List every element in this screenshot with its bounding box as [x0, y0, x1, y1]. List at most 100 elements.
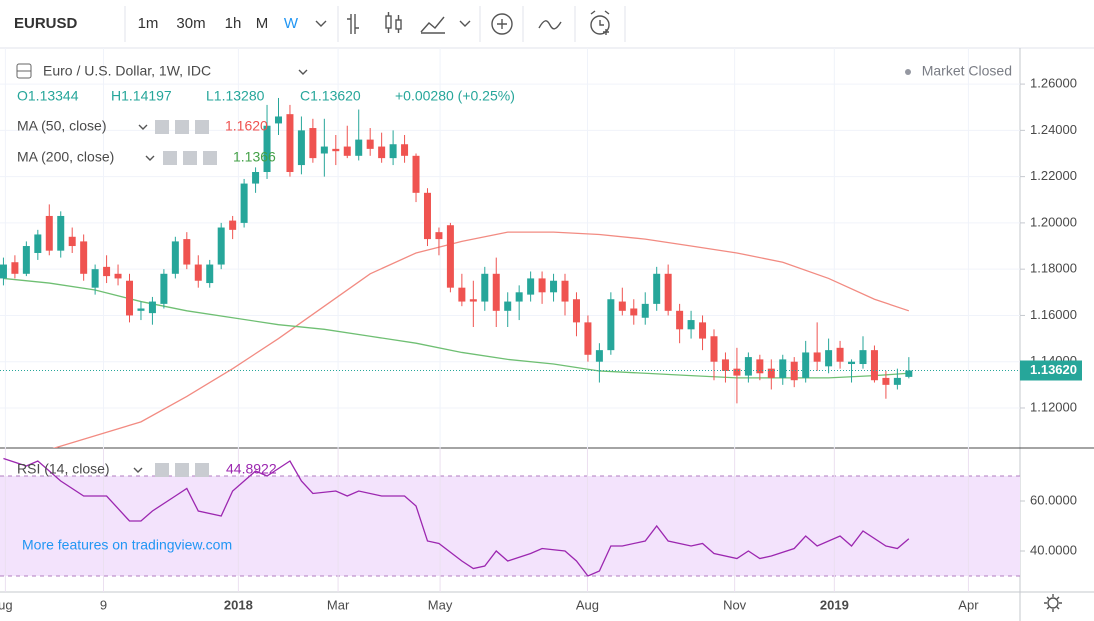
candle-body [320, 146, 328, 154]
candle-body [45, 215, 53, 251]
settings-icon[interactable] [183, 151, 197, 165]
indicator-name[interactable]: RSI (14, close) [17, 461, 110, 477]
change-value: +0.00280 (+0.25%) [395, 88, 515, 104]
indicator-value: 1.1366 [233, 149, 276, 165]
indicator-value: 44.8922 [226, 461, 277, 477]
open-value: O1.13344 [17, 88, 79, 104]
y-tick-label: 1.18000 [1030, 261, 1077, 276]
candle-body [252, 172, 260, 184]
candle-body [779, 359, 787, 378]
candle-body [733, 368, 741, 376]
alert-icon[interactable] [590, 10, 610, 35]
candle-body [194, 264, 202, 281]
interval-button[interactable]: 30m [176, 15, 205, 32]
low-value: L1.13280 [206, 88, 265, 104]
candle-body [435, 232, 443, 240]
settings-gear[interactable] [1044, 594, 1062, 612]
legend: Euro / U.S. Dollar, 1W, IDC Market Close… [16, 63, 1012, 553]
candle-body [710, 336, 718, 362]
candle-body [137, 308, 145, 311]
candle-body [630, 308, 638, 316]
candle-body [802, 352, 810, 378]
candle-body [721, 359, 729, 371]
candle-body [813, 352, 821, 362]
watermark[interactable]: More features on tradingview.com [22, 537, 232, 553]
candle-body [744, 357, 752, 376]
dropdown-icon[interactable] [133, 467, 143, 473]
y-tick-label: 1.24000 [1030, 122, 1077, 137]
indicator-name[interactable]: MA (200, close) [17, 149, 114, 165]
candle-body [22, 246, 30, 274]
candle-body [229, 220, 237, 230]
x-tick-label: ug [0, 597, 13, 612]
toolbar: EURUSD 1m 30m 1h M W [0, 6, 1094, 49]
candle-body [80, 241, 88, 274]
plot-layer: ug92018MarMayAugNov2019Apr1.120001.14000… [0, 48, 1082, 612]
candle-body [366, 139, 374, 149]
last-price-label: 1.13620 [1030, 362, 1077, 377]
dropdown-icon[interactable] [459, 20, 471, 27]
moving-average-line [3, 277, 909, 379]
candle-body [699, 322, 707, 339]
remove-icon[interactable] [195, 120, 209, 134]
candle-style-icon[interactable] [385, 12, 402, 33]
candle-body [882, 377, 890, 385]
candle-body [859, 350, 867, 365]
candle-body [481, 273, 489, 302]
candle-body [607, 299, 615, 351]
candle-body [68, 236, 76, 247]
candle-body [653, 273, 661, 304]
candle-body [412, 155, 420, 193]
interval-button[interactable]: 1m [138, 15, 159, 32]
x-tick-label: May [428, 597, 453, 612]
market-status: Market Closed [922, 63, 1012, 79]
y-tick-label: 40.0000 [1030, 542, 1077, 557]
compare-icon[interactable] [491, 13, 513, 35]
symbol[interactable]: EURUSD [14, 15, 78, 32]
candle-body [263, 125, 271, 173]
x-tick-label: Apr [958, 597, 979, 612]
candle-body [492, 273, 500, 311]
candle-body [91, 269, 99, 288]
bar-style-icon[interactable] [347, 14, 359, 34]
candle-body [458, 287, 466, 302]
dropdown-icon[interactable] [145, 155, 155, 161]
visibility-icon[interactable] [163, 151, 177, 165]
indicators-icon[interactable] [538, 20, 562, 30]
candle-body [0, 264, 7, 279]
x-tick-label: Aug [576, 597, 599, 612]
candle-body [126, 280, 134, 316]
rsi-band-fill [0, 476, 1020, 576]
settings-icon[interactable] [175, 120, 189, 134]
candle-body [34, 234, 42, 253]
candle-body [905, 370, 913, 377]
dropdown-icon[interactable] [138, 124, 148, 130]
area-style-icon[interactable] [420, 16, 445, 34]
candle-body [767, 368, 775, 378]
dropdown-icon[interactable] [298, 69, 308, 75]
remove-icon[interactable] [203, 151, 217, 165]
indicator-name[interactable]: MA (50, close) [17, 118, 106, 134]
y-tick-label: 1.22000 [1030, 168, 1077, 183]
interval-button[interactable]: W [284, 15, 299, 32]
settings-icon[interactable] [175, 463, 189, 477]
visibility-icon[interactable] [155, 463, 169, 477]
candle-body [57, 215, 65, 251]
candle-body [309, 128, 317, 159]
candle-body [114, 273, 122, 279]
candle-body [389, 144, 397, 159]
close-value: C1.13620 [300, 88, 361, 104]
interval-button[interactable]: 1h [225, 15, 242, 32]
candle-body [378, 146, 386, 159]
interval-button[interactable]: M [256, 15, 269, 32]
candle-body [297, 130, 305, 166]
candle-body [595, 350, 603, 362]
visibility-icon[interactable] [155, 120, 169, 134]
candle-body [148, 301, 156, 314]
candle-body [103, 266, 111, 277]
symbol-title: Euro / U.S. Dollar, 1W, IDC [43, 63, 211, 79]
remove-icon[interactable] [195, 463, 209, 477]
x-tick-label: Nov [723, 597, 747, 612]
candle-body [848, 361, 856, 365]
dropdown-icon[interactable] [315, 20, 327, 27]
